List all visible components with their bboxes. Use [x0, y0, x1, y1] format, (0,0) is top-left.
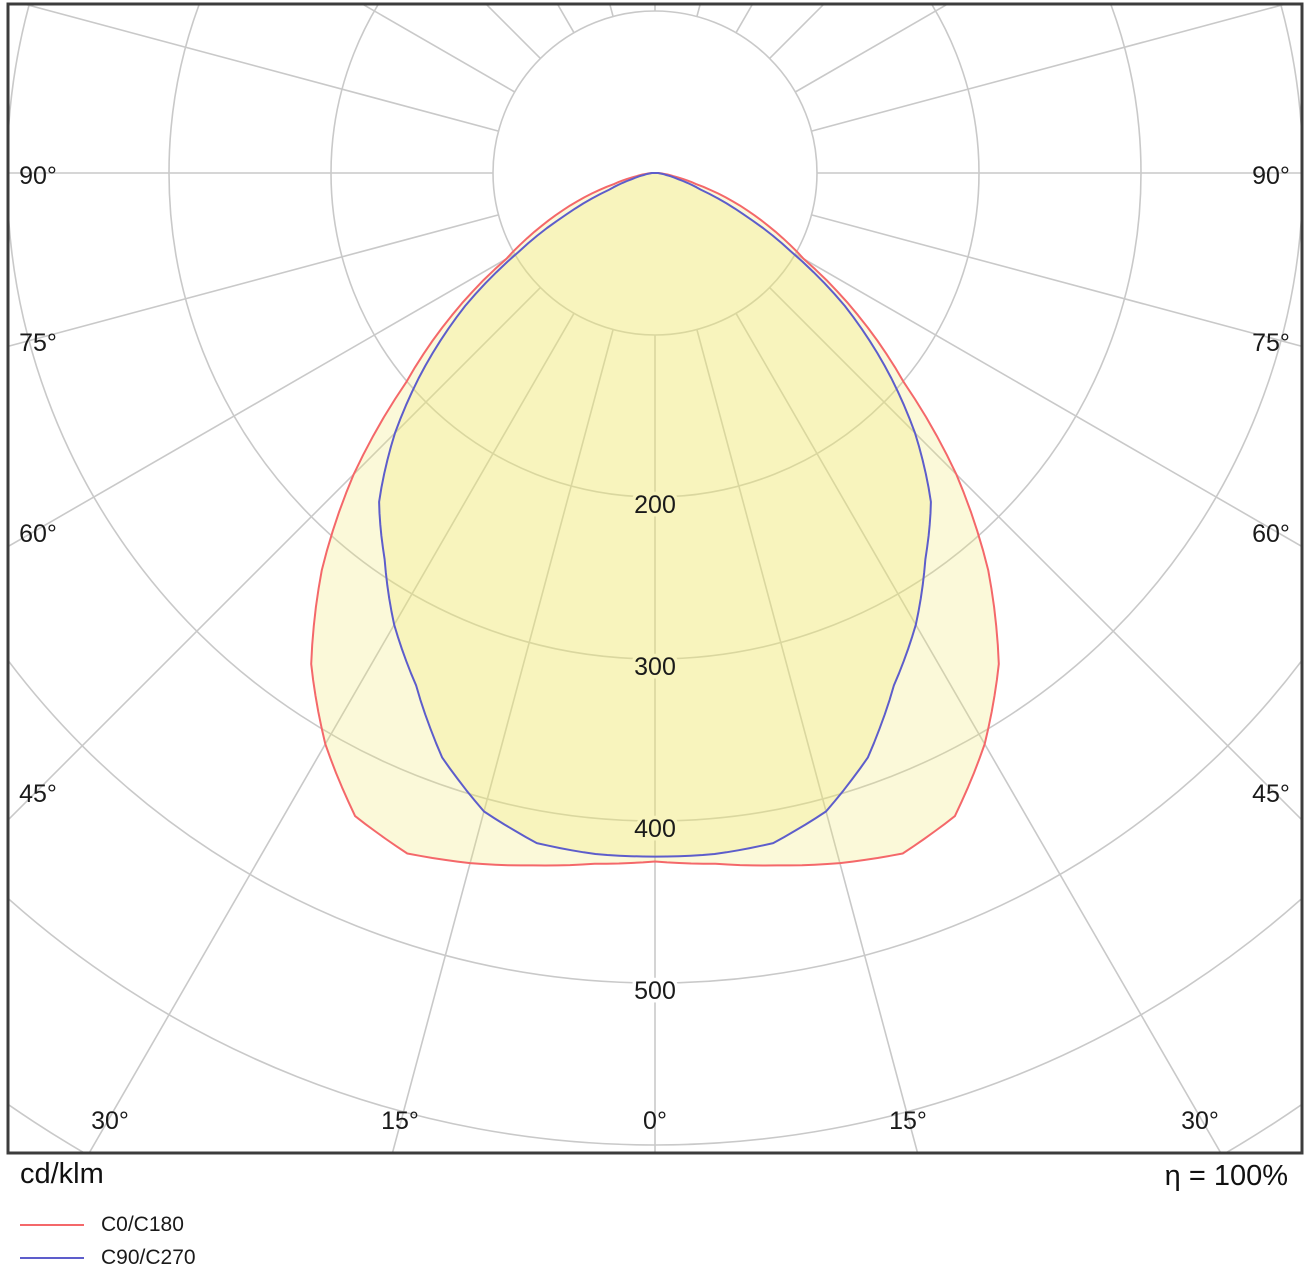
- unit-label: cd/klm: [20, 1158, 104, 1190]
- legend: C0/C180 C90/C270: [20, 1213, 196, 1279]
- grid-radial: [89, 312, 575, 1152]
- grid-radial: [26, 5, 499, 132]
- angle-label-right: 75°: [1252, 329, 1290, 357]
- grid-radial: [769, 5, 824, 59]
- angle-label-left: 60°: [19, 520, 57, 548]
- curve-c0-c180: [310, 172, 1000, 867]
- plot-frame: [6, 2, 1304, 1155]
- legend-label-c0-c180: C0/C180: [101, 1213, 184, 1236]
- grid-radial: [811, 5, 1284, 132]
- angle-label-bottom: 15°: [889, 1107, 927, 1135]
- grid-radial: [794, 253, 1301, 547]
- grid-radial: [609, 5, 614, 17]
- legend-line-blue-icon: [20, 1257, 84, 1259]
- legend-label-c90-c270: C90/C270: [101, 1246, 196, 1269]
- grid-radial: [811, 214, 1301, 347]
- axis-labels: 200 300 400 500 90° 75° 60° 45° 90° 75° 60° 45° 30° 1…: [19, 162, 1290, 1135]
- legend-line-red-icon: [20, 1224, 84, 1226]
- angle-label-right: 60°: [1252, 520, 1290, 548]
- angle-label-right: 45°: [1252, 780, 1290, 808]
- grid-radial: [363, 5, 516, 93]
- curve-c90-c270: [378, 172, 932, 858]
- legend-item-c90-c270: C90/C270: [20, 1246, 196, 1270]
- grid-radial: [794, 5, 947, 93]
- grid-radial: [391, 329, 614, 1152]
- angle-label-bottom: 0°: [643, 1107, 667, 1135]
- grid-radial: [696, 329, 919, 1152]
- angle-label-left: 75°: [19, 329, 57, 357]
- ring-label: 500: [634, 977, 676, 1005]
- angle-label-left: 90°: [19, 162, 57, 190]
- ring-label: 400: [634, 815, 676, 843]
- grid-radial: [9, 287, 541, 820]
- efficiency-label: η = 100%: [1164, 1160, 1288, 1192]
- grid-radial: [735, 312, 1221, 1152]
- ring-label: 200: [634, 491, 676, 519]
- grid-radial: [696, 5, 701, 17]
- legend-item-c0-c180: C0/C180: [20, 1213, 196, 1237]
- angle-label-left: 45°: [19, 780, 57, 808]
- grid-radial: [9, 214, 499, 347]
- angle-label-bottom: 15°: [381, 1107, 419, 1135]
- distribution-curves: [310, 172, 1000, 867]
- grid-radial: [9, 253, 516, 547]
- angle-label-bottom: 30°: [1181, 1107, 1219, 1135]
- grid-radial: [769, 287, 1301, 820]
- angle-label-right: 90°: [1252, 162, 1290, 190]
- angle-label-bottom: 30°: [91, 1107, 129, 1135]
- grid-radial: [486, 5, 541, 59]
- ring-label: 300: [634, 653, 676, 681]
